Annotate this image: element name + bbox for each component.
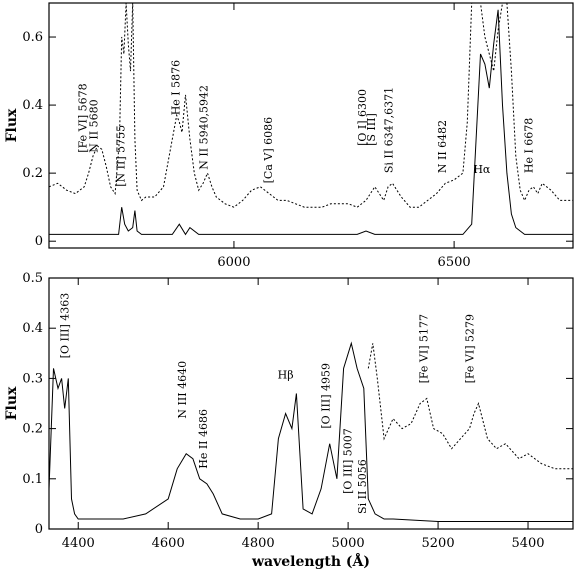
x-tick-label: 6000 — [217, 255, 250, 270]
line-annotation: [Fe VI] 5177 — [418, 314, 431, 383]
line-annotation: [Fe VI] 5678 — [76, 83, 89, 152]
x-tick-label: 5200 — [422, 536, 455, 551]
line-annotation: N II 6482 — [436, 120, 449, 173]
y-tick-label: 0.4 — [22, 98, 43, 113]
y-tick-label: 0.2 — [22, 422, 43, 437]
line-annotation: Si II 5056 — [356, 459, 369, 514]
y-axis-title: Flux — [4, 108, 20, 142]
line-annotation: [S III] — [365, 113, 378, 146]
y-tick-label: 0.2 — [22, 166, 43, 181]
line-annotation: He I 5876 — [169, 60, 182, 115]
line-annotation: He I 6678 — [522, 118, 535, 173]
y-tick-label: 0 — [35, 234, 43, 249]
plot-frame-bottom — [48, 277, 574, 530]
line-annotation: [N II] 5755 — [115, 125, 128, 187]
x-tick-label: 5000 — [332, 536, 365, 551]
y-tick-label: 0.5 — [22, 271, 43, 286]
line-annotation: [O III] 4363 — [58, 293, 71, 359]
x-tick-label: 5400 — [511, 536, 544, 551]
line-annotation: [Ca V] 6086 — [262, 117, 275, 184]
y-tick-label: 0 — [35, 522, 43, 537]
line-annotation: He II 4686 — [197, 409, 210, 469]
line-annotation: [O III] 4959 — [320, 363, 333, 429]
line-annotation: N II 5680 — [87, 99, 100, 152]
x-tick-label: 4600 — [152, 536, 185, 551]
y-tick-label: 0.6 — [22, 30, 43, 45]
line-annotation: N III 4640 — [176, 361, 189, 419]
series-line-bottom-solid — [48, 341, 573, 522]
line-annotation: N II 5940,5942 — [198, 85, 211, 170]
line-annotation: [O III] 5007 — [341, 428, 354, 494]
plot-frame-top — [48, 2, 574, 249]
y-tick-label: 0.1 — [22, 472, 43, 487]
x-tick-label: 4400 — [62, 536, 95, 551]
series-line-top-dashed — [48, 2, 573, 208]
x-axis-title: wavelength (Å) — [251, 552, 370, 570]
x-tick-label: 4800 — [242, 536, 275, 551]
line-annotation: [O I] 6300 — [356, 89, 369, 146]
x-tick-label: 6500 — [438, 255, 471, 270]
series-line-top-solid — [49, 9, 573, 236]
line-annotation: [Fe VI] 5279 — [464, 314, 477, 383]
line-annotation: Hβ — [278, 368, 294, 381]
y-axis-title: Flux — [4, 386, 20, 420]
line-annotation: Si II 6347,6371 — [382, 87, 395, 173]
y-tick-label: 0.3 — [22, 371, 43, 386]
line-annotation: Hα — [473, 163, 491, 176]
y-tick-label: 0.4 — [22, 321, 43, 336]
